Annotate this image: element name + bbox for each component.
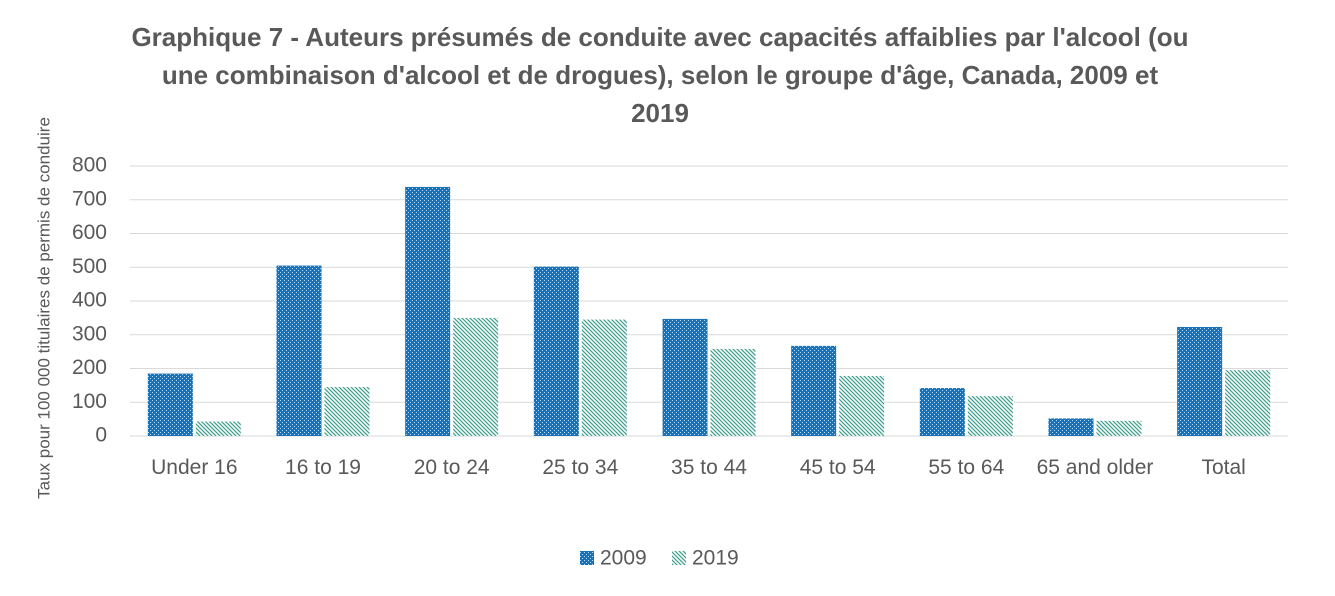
bar: [1096, 420, 1142, 436]
bar: [967, 396, 1013, 436]
bar: [324, 387, 370, 436]
x-tick-label: 65 and older: [1036, 456, 1154, 479]
y-tick-label: 500: [72, 255, 107, 278]
bar: [405, 186, 451, 436]
x-tick-label: 20 to 24: [413, 456, 490, 479]
bar: [453, 317, 499, 436]
y-tick-label: 200: [72, 356, 107, 379]
y-tick-label: 600: [72, 221, 107, 244]
y-tick-label: 0: [95, 424, 107, 447]
bar: [710, 348, 756, 436]
y-axis-label: Taux pour 100 000 titulaires de permis d…: [34, 117, 53, 499]
chart-title: Graphique 7 - Auteurs présumés de condui…: [131, 22, 1189, 128]
x-tick-label: 16 to 19: [285, 456, 361, 479]
bar: [195, 421, 241, 436]
y-tick-label: 400: [72, 289, 107, 312]
x-tick-label: Under 16: [151, 456, 238, 479]
bar: [533, 266, 579, 436]
bar: [1177, 326, 1223, 436]
bar: [147, 373, 193, 436]
legend-swatch: [672, 551, 686, 565]
bar: [919, 388, 965, 436]
x-tick-label: 45 to 54: [799, 456, 876, 479]
bar: [1225, 370, 1271, 436]
legend-swatch: [580, 551, 594, 565]
bar: [581, 319, 627, 436]
x-tick-label: 25 to 34: [542, 456, 619, 479]
y-tick-label: 100: [72, 390, 107, 413]
bar: [662, 318, 708, 436]
legend-label: 2019: [692, 547, 739, 570]
bar: [791, 345, 837, 436]
y-tick-label: 300: [72, 322, 107, 345]
x-tick-label: 55 to 64: [928, 456, 1005, 479]
x-tick-label: Total: [1201, 456, 1246, 479]
y-tick-label: 800: [72, 154, 107, 177]
bar: [839, 375, 885, 436]
x-tick-label: 35 to 44: [671, 456, 747, 479]
y-tick-label: 700: [72, 187, 107, 210]
legend-label: 2009: [600, 547, 647, 570]
bar: [276, 265, 322, 436]
bar: [1048, 418, 1094, 436]
